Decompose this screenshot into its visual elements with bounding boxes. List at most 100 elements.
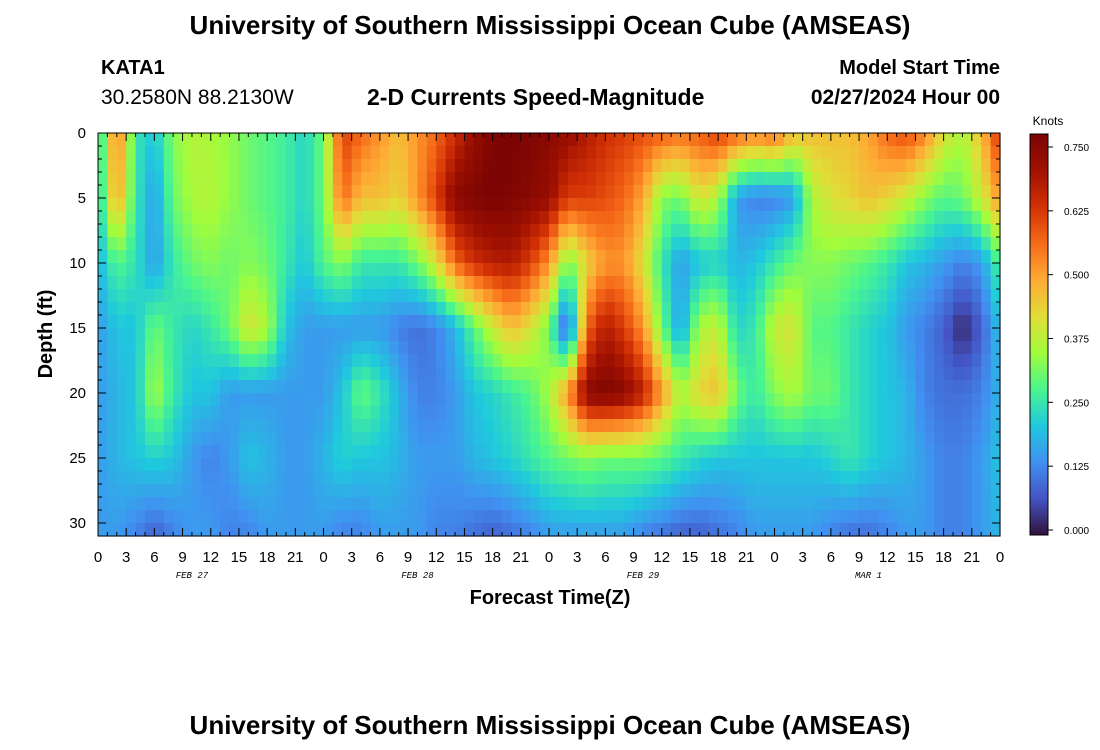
heatmap-cell [267, 406, 277, 420]
heatmap-cell [915, 380, 925, 394]
heatmap-cell [991, 432, 1001, 446]
heatmap-cell [211, 172, 221, 186]
heatmap-cell [709, 302, 719, 316]
heatmap-cell [915, 341, 925, 355]
heatmap-cell [314, 419, 324, 433]
heatmap-cell [897, 523, 907, 537]
heatmap-cell [981, 523, 991, 537]
heatmap-cell [812, 341, 822, 355]
heatmap-cell [436, 367, 446, 381]
heatmap-cell [775, 315, 785, 329]
heatmap-cell [314, 159, 324, 173]
heatmap-cell [784, 367, 794, 381]
heatmap-cell [408, 380, 418, 394]
heatmap-cell [568, 159, 578, 173]
heatmap-cell [718, 432, 728, 446]
heatmap-cell [380, 354, 390, 368]
heatmap-cell [737, 510, 747, 524]
heatmap-cell [220, 263, 230, 277]
heatmap-cell [493, 315, 503, 329]
heatmap-cell [850, 510, 860, 524]
heatmap-cell [530, 185, 540, 199]
x-tick-label: 0 [545, 549, 553, 566]
heatmap-cell [549, 159, 559, 173]
heatmap-cell [972, 198, 982, 212]
heatmap-cell [803, 172, 813, 186]
heatmap-cell [972, 497, 982, 511]
heatmap-cell [173, 198, 183, 212]
heatmap-cell [728, 172, 738, 186]
heatmap-cell [953, 146, 963, 160]
heatmap-cell [652, 354, 662, 368]
heatmap-cell [483, 432, 493, 446]
heatmap-cell [126, 419, 136, 433]
heatmap-cell [464, 315, 474, 329]
heatmap-cell [821, 302, 831, 316]
heatmap-cell [859, 380, 869, 394]
heatmap-cell [868, 367, 878, 381]
heatmap-cell [295, 484, 305, 498]
heatmap-cell [577, 380, 587, 394]
heatmap-cell [765, 367, 775, 381]
heatmap-cell [962, 263, 972, 277]
heatmap-cell [126, 354, 136, 368]
heatmap-cell [868, 406, 878, 420]
heatmap-cell [671, 471, 681, 485]
heatmap-cell [286, 341, 296, 355]
heatmap-cell [991, 146, 1001, 160]
heatmap-cell [145, 458, 155, 472]
heatmap-cell [295, 367, 305, 381]
heatmap-cell [436, 172, 446, 186]
x-tick-label: 21 [512, 549, 529, 566]
heatmap-cell [201, 458, 211, 472]
heatmap-cell [455, 471, 465, 485]
heatmap-cell [248, 406, 258, 420]
heatmap-cell [897, 315, 907, 329]
heatmap-cell [605, 224, 615, 238]
heatmap-cell [295, 302, 305, 316]
heatmap-cell [258, 276, 268, 290]
heatmap-cell [991, 302, 1001, 316]
heatmap-cell [953, 471, 963, 485]
heatmap-cell [906, 523, 916, 537]
heatmap-cell [239, 367, 249, 381]
heatmap-cell [699, 315, 709, 329]
heatmap-cell [887, 172, 897, 186]
heatmap-cell [662, 510, 672, 524]
heatmap-cell [718, 367, 728, 381]
heatmap-cell [98, 315, 108, 329]
heatmap-cell [803, 289, 813, 303]
heatmap-cell [436, 432, 446, 446]
heatmap-cell [962, 250, 972, 264]
heatmap-cell [324, 224, 334, 238]
heatmap-cell [455, 367, 465, 381]
heatmap-cell [239, 276, 249, 290]
heatmap-cell [145, 172, 155, 186]
heatmap-cell [972, 445, 982, 459]
heatmap-cell [699, 263, 709, 277]
heatmap-cell [286, 237, 296, 251]
heatmap-cell [530, 315, 540, 329]
heatmap-cell [342, 159, 352, 173]
heatmap-cell [286, 289, 296, 303]
heatmap-cell [634, 380, 644, 394]
x-tick-label: 12 [653, 549, 670, 566]
heatmap-cell [474, 276, 484, 290]
heatmap-cell [427, 237, 437, 251]
heatmap-cell [220, 250, 230, 264]
heatmap-cell [314, 484, 324, 498]
heatmap-cell [530, 224, 540, 238]
heatmap-cell [464, 458, 474, 472]
heatmap-cell [427, 445, 437, 459]
heatmap-cell [906, 276, 916, 290]
heatmap-cell [201, 445, 211, 459]
heatmap-cell [737, 133, 747, 147]
heatmap-cell [699, 198, 709, 212]
heatmap-cell [568, 172, 578, 186]
heatmap-cell [615, 185, 625, 199]
heatmap-cell [314, 289, 324, 303]
heatmap-cell [427, 211, 437, 225]
heatmap-cell [455, 497, 465, 511]
heatmap-cell [906, 315, 916, 329]
heatmap-cell [173, 419, 183, 433]
